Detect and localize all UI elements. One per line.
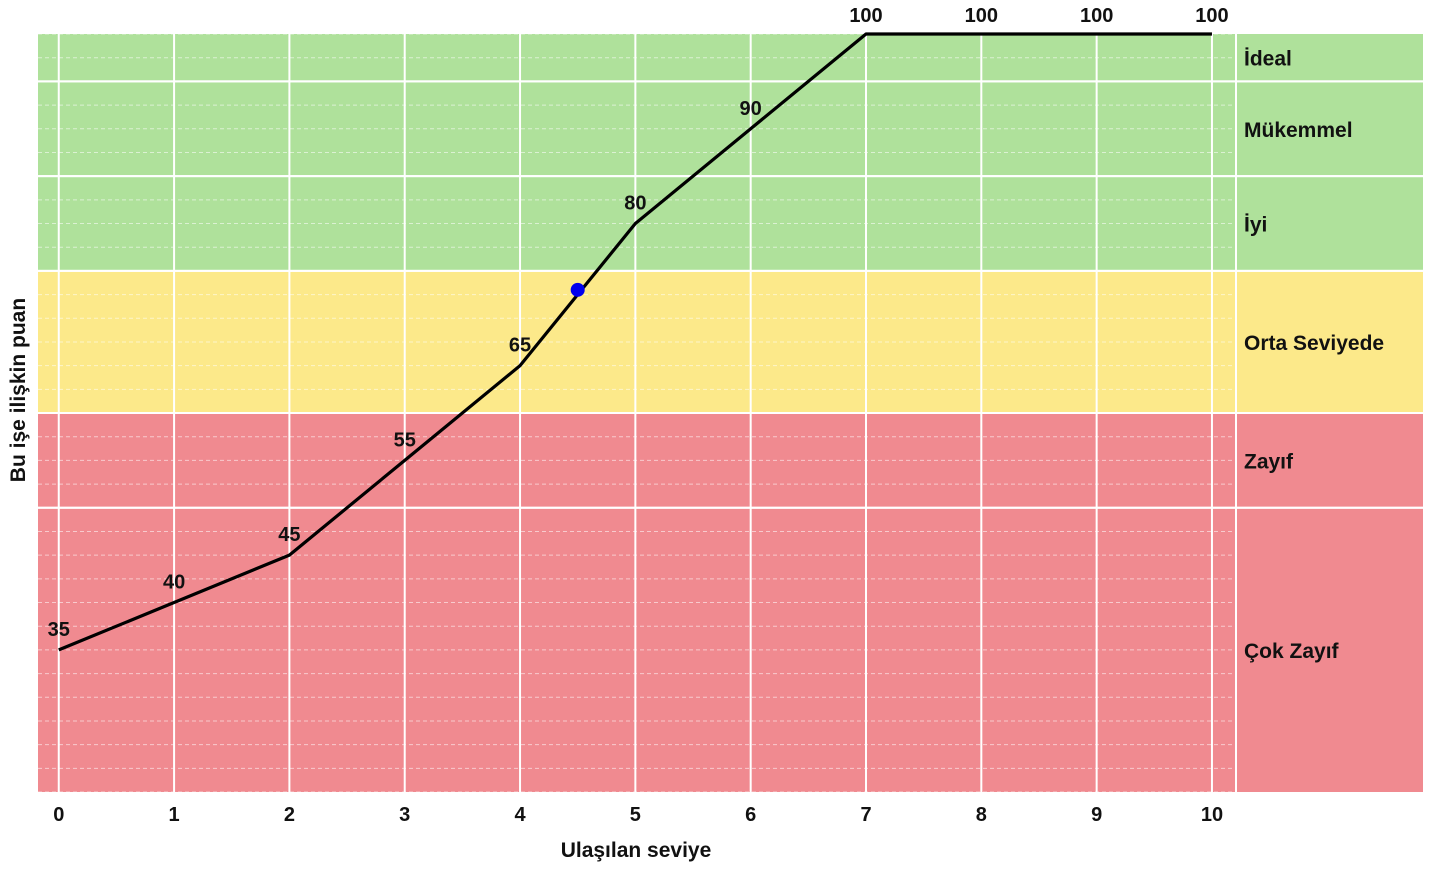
- data-label: 65: [509, 335, 531, 357]
- band-6: [38, 507, 1423, 792]
- data-label: 100: [849, 5, 882, 27]
- data-label: 45: [278, 524, 300, 546]
- x-tick-label: 3: [399, 804, 410, 826]
- series-line: [58, 32, 1212, 652]
- band-2: [38, 81, 1423, 177]
- x-tick-label: 2: [284, 804, 295, 826]
- data-label: 90: [740, 98, 762, 120]
- x-tick-label: 6: [745, 804, 756, 826]
- band-label: Orta Seviyede: [1244, 332, 1384, 355]
- x-tick-label: 1: [169, 804, 180, 826]
- band-label: Mükemmel: [1244, 119, 1353, 142]
- x-tick-label: 5: [630, 804, 641, 826]
- x-tick-label: 4: [514, 804, 526, 826]
- x-tick-label: 8: [976, 804, 987, 826]
- data-label: 80: [624, 193, 646, 215]
- x-axis-label: Ulaşılan seviye: [561, 839, 712, 862]
- current-level-marker: [570, 282, 585, 297]
- data-label: 100: [1195, 5, 1228, 27]
- x-tick-label: 10: [1201, 804, 1223, 826]
- x-tick-label: 7: [860, 804, 871, 826]
- data-label: 55: [394, 429, 416, 451]
- band-3: [38, 176, 1423, 271]
- band-label: Çok Zayıf: [1244, 640, 1340, 663]
- band-label: Zayıf: [1244, 450, 1294, 473]
- band-label: İdeal: [1244, 48, 1292, 71]
- data-label: 35: [48, 619, 70, 641]
- y-axis-label: Bu işe ilişkin puan: [7, 298, 30, 482]
- data-label: 100: [965, 5, 998, 27]
- x-tick-label: 0: [53, 804, 64, 826]
- band-1: [38, 34, 1423, 82]
- x-tick-label: 9: [1091, 804, 1102, 826]
- data-label: 40: [163, 572, 185, 594]
- band-5: [38, 413, 1423, 508]
- data-label: 100: [1080, 5, 1113, 27]
- band-label: İyi: [1244, 214, 1267, 237]
- band-4: [38, 270, 1423, 413]
